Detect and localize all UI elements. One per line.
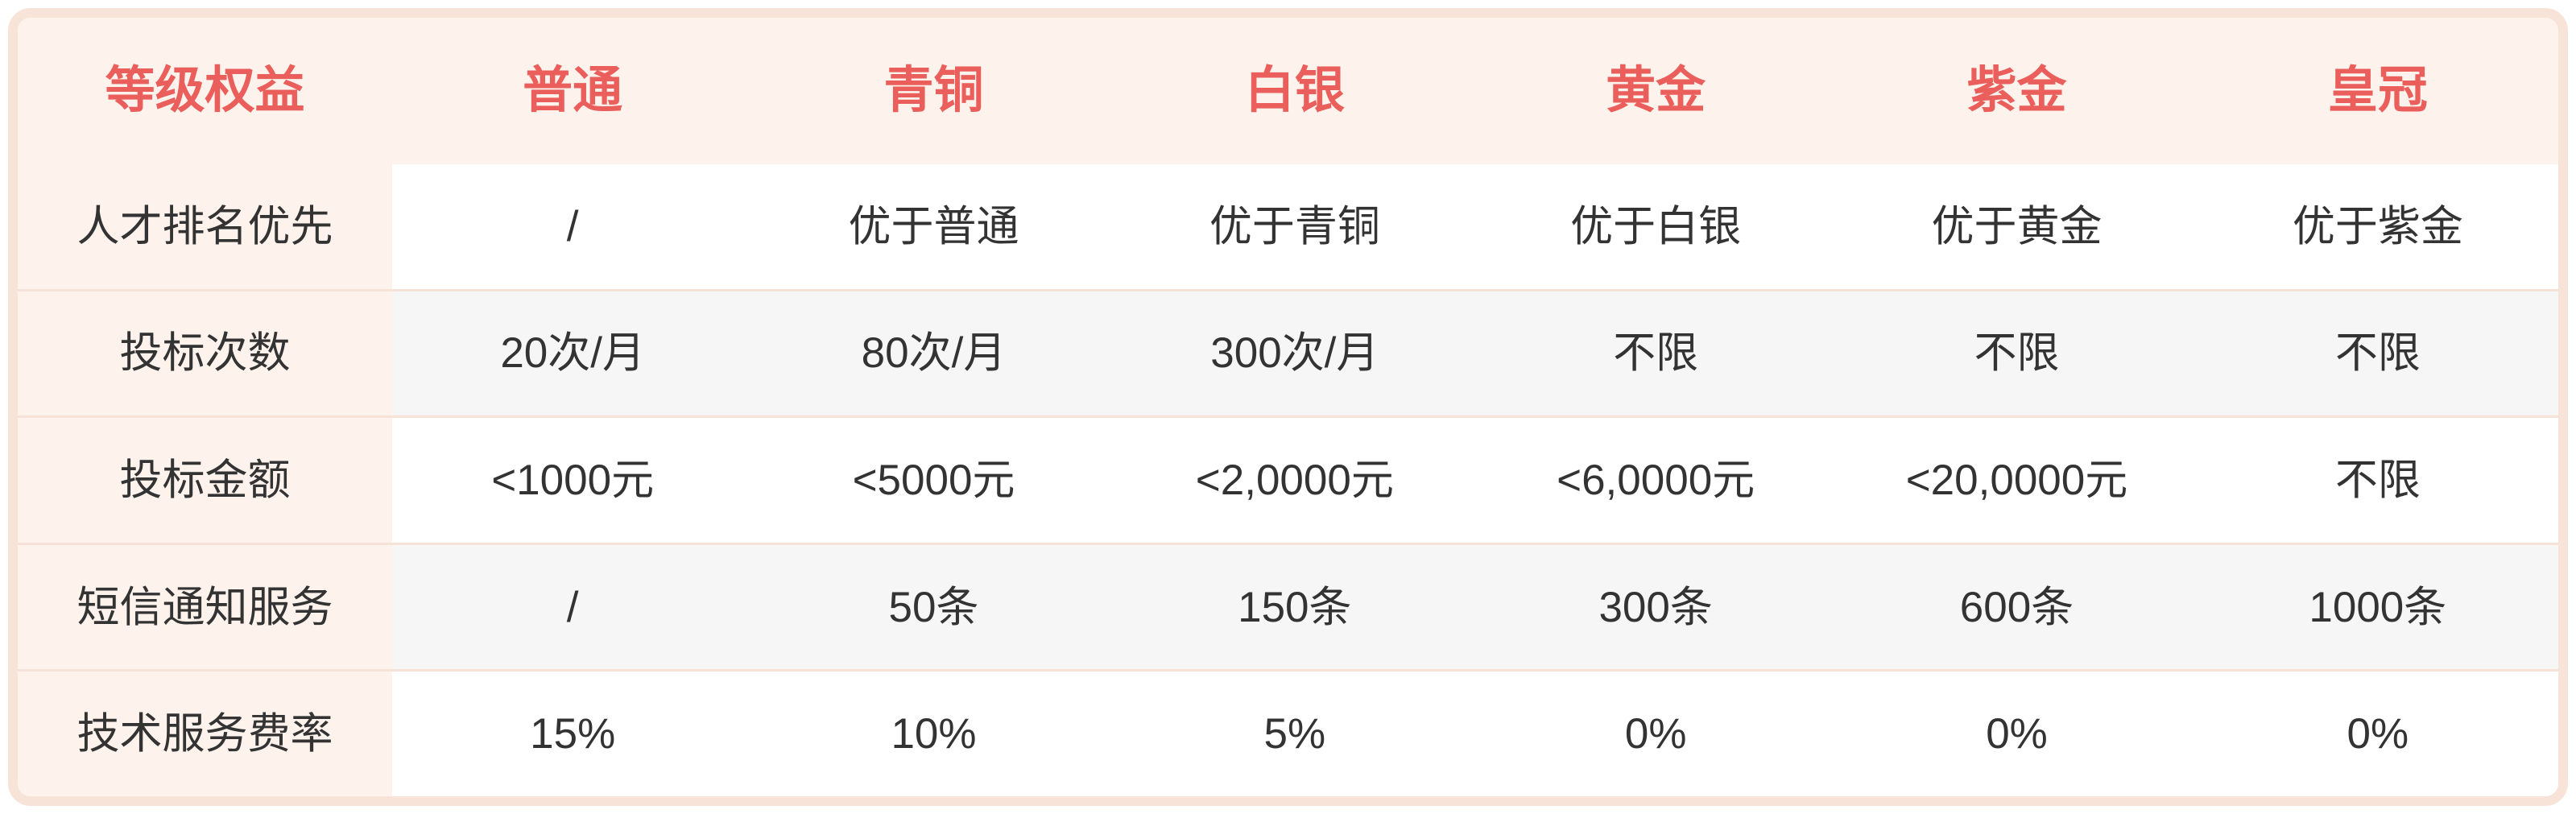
benefit-cell: 150条 <box>1114 544 1475 670</box>
table-row-bid-count: 投标次数 20次/月 80次/月 300次/月 不限 不限 不限 <box>18 288 2558 416</box>
benefit-cell: 优于白银 <box>1475 164 1837 289</box>
benefit-row-label: 投标金额 <box>18 418 392 543</box>
table-header-row: 等级权益 普通 青铜 白银 黄金 紫金 皇冠 <box>18 18 2558 164</box>
table-row-service-fee-rate: 技术服务费率 15% 10% 5% 0% 0% 0% <box>18 669 2558 796</box>
table-row-bid-amount: 投标金额 <1000元 <5000元 <2,0000元 <6,0000元 <20… <box>18 415 2558 543</box>
benefit-cell: <2,0000元 <box>1114 418 1475 543</box>
benefit-cell: 20次/月 <box>392 291 754 416</box>
benefit-cell: 5% <box>1114 671 1475 796</box>
benefit-cell: 0% <box>1836 671 2198 796</box>
tier-column-header-huangguan: 皇冠 <box>2197 18 2558 164</box>
table-row-talent-ranking: 人才排名优先 / 优于普通 优于青铜 优于白银 优于黄金 优于紫金 <box>18 164 2558 289</box>
benefit-cell: 优于紫金 <box>2197 164 2558 289</box>
tier-benefits-table: 等级权益 普通 青铜 白银 黄金 紫金 皇冠 人才排名优先 / 优于普通 优于青… <box>8 8 2568 806</box>
tier-column-header-huangjin: 黄金 <box>1475 18 1837 164</box>
tier-column-header-baiyin: 白银 <box>1114 18 1475 164</box>
benefit-cell: 600条 <box>1836 544 2198 670</box>
tier-column-header-putong: 普通 <box>392 18 754 164</box>
benefit-cell: 优于普通 <box>753 164 1114 289</box>
benefit-row-label: 技术服务费率 <box>18 671 392 796</box>
tier-column-header-zijin: 紫金 <box>1836 18 2198 164</box>
benefit-cell: <5000元 <box>753 418 1114 543</box>
benefit-cell: 不限 <box>2197 418 2558 543</box>
benefit-cell: 0% <box>2197 671 2558 796</box>
benefit-cell: 15% <box>392 671 754 796</box>
benefit-cell: 10% <box>753 671 1114 796</box>
benefit-cell: 0% <box>1475 671 1837 796</box>
benefit-cell: 不限 <box>1475 291 1837 416</box>
benefit-cell: <20,0000元 <box>1836 418 2198 543</box>
benefit-row-label: 人才排名优先 <box>18 164 392 289</box>
benefit-row-label: 短信通知服务 <box>18 544 392 670</box>
corner-header-cell: 等级权益 <box>18 18 392 164</box>
benefit-cell: 优于青铜 <box>1114 164 1475 289</box>
benefit-cell: 50条 <box>753 544 1114 670</box>
benefit-cell: / <box>392 544 754 670</box>
benefit-cell: 不限 <box>1836 291 2198 416</box>
table-row-sms-service: 短信通知服务 / 50条 150条 300条 600条 1000条 <box>18 542 2558 670</box>
benefit-cell: <1000元 <box>392 418 754 543</box>
benefit-cell: 1000条 <box>2197 544 2558 670</box>
benefit-cell: 优于黄金 <box>1836 164 2198 289</box>
benefit-row-label: 投标次数 <box>18 291 392 416</box>
benefit-cell: 300次/月 <box>1114 291 1475 416</box>
benefit-cell: 80次/月 <box>753 291 1114 416</box>
benefit-cell: 不限 <box>2197 291 2558 416</box>
benefit-cell: 300条 <box>1475 544 1837 670</box>
tier-column-header-qingtong: 青铜 <box>753 18 1114 164</box>
benefit-cell: / <box>392 164 754 289</box>
benefit-cell: <6,0000元 <box>1475 418 1837 543</box>
